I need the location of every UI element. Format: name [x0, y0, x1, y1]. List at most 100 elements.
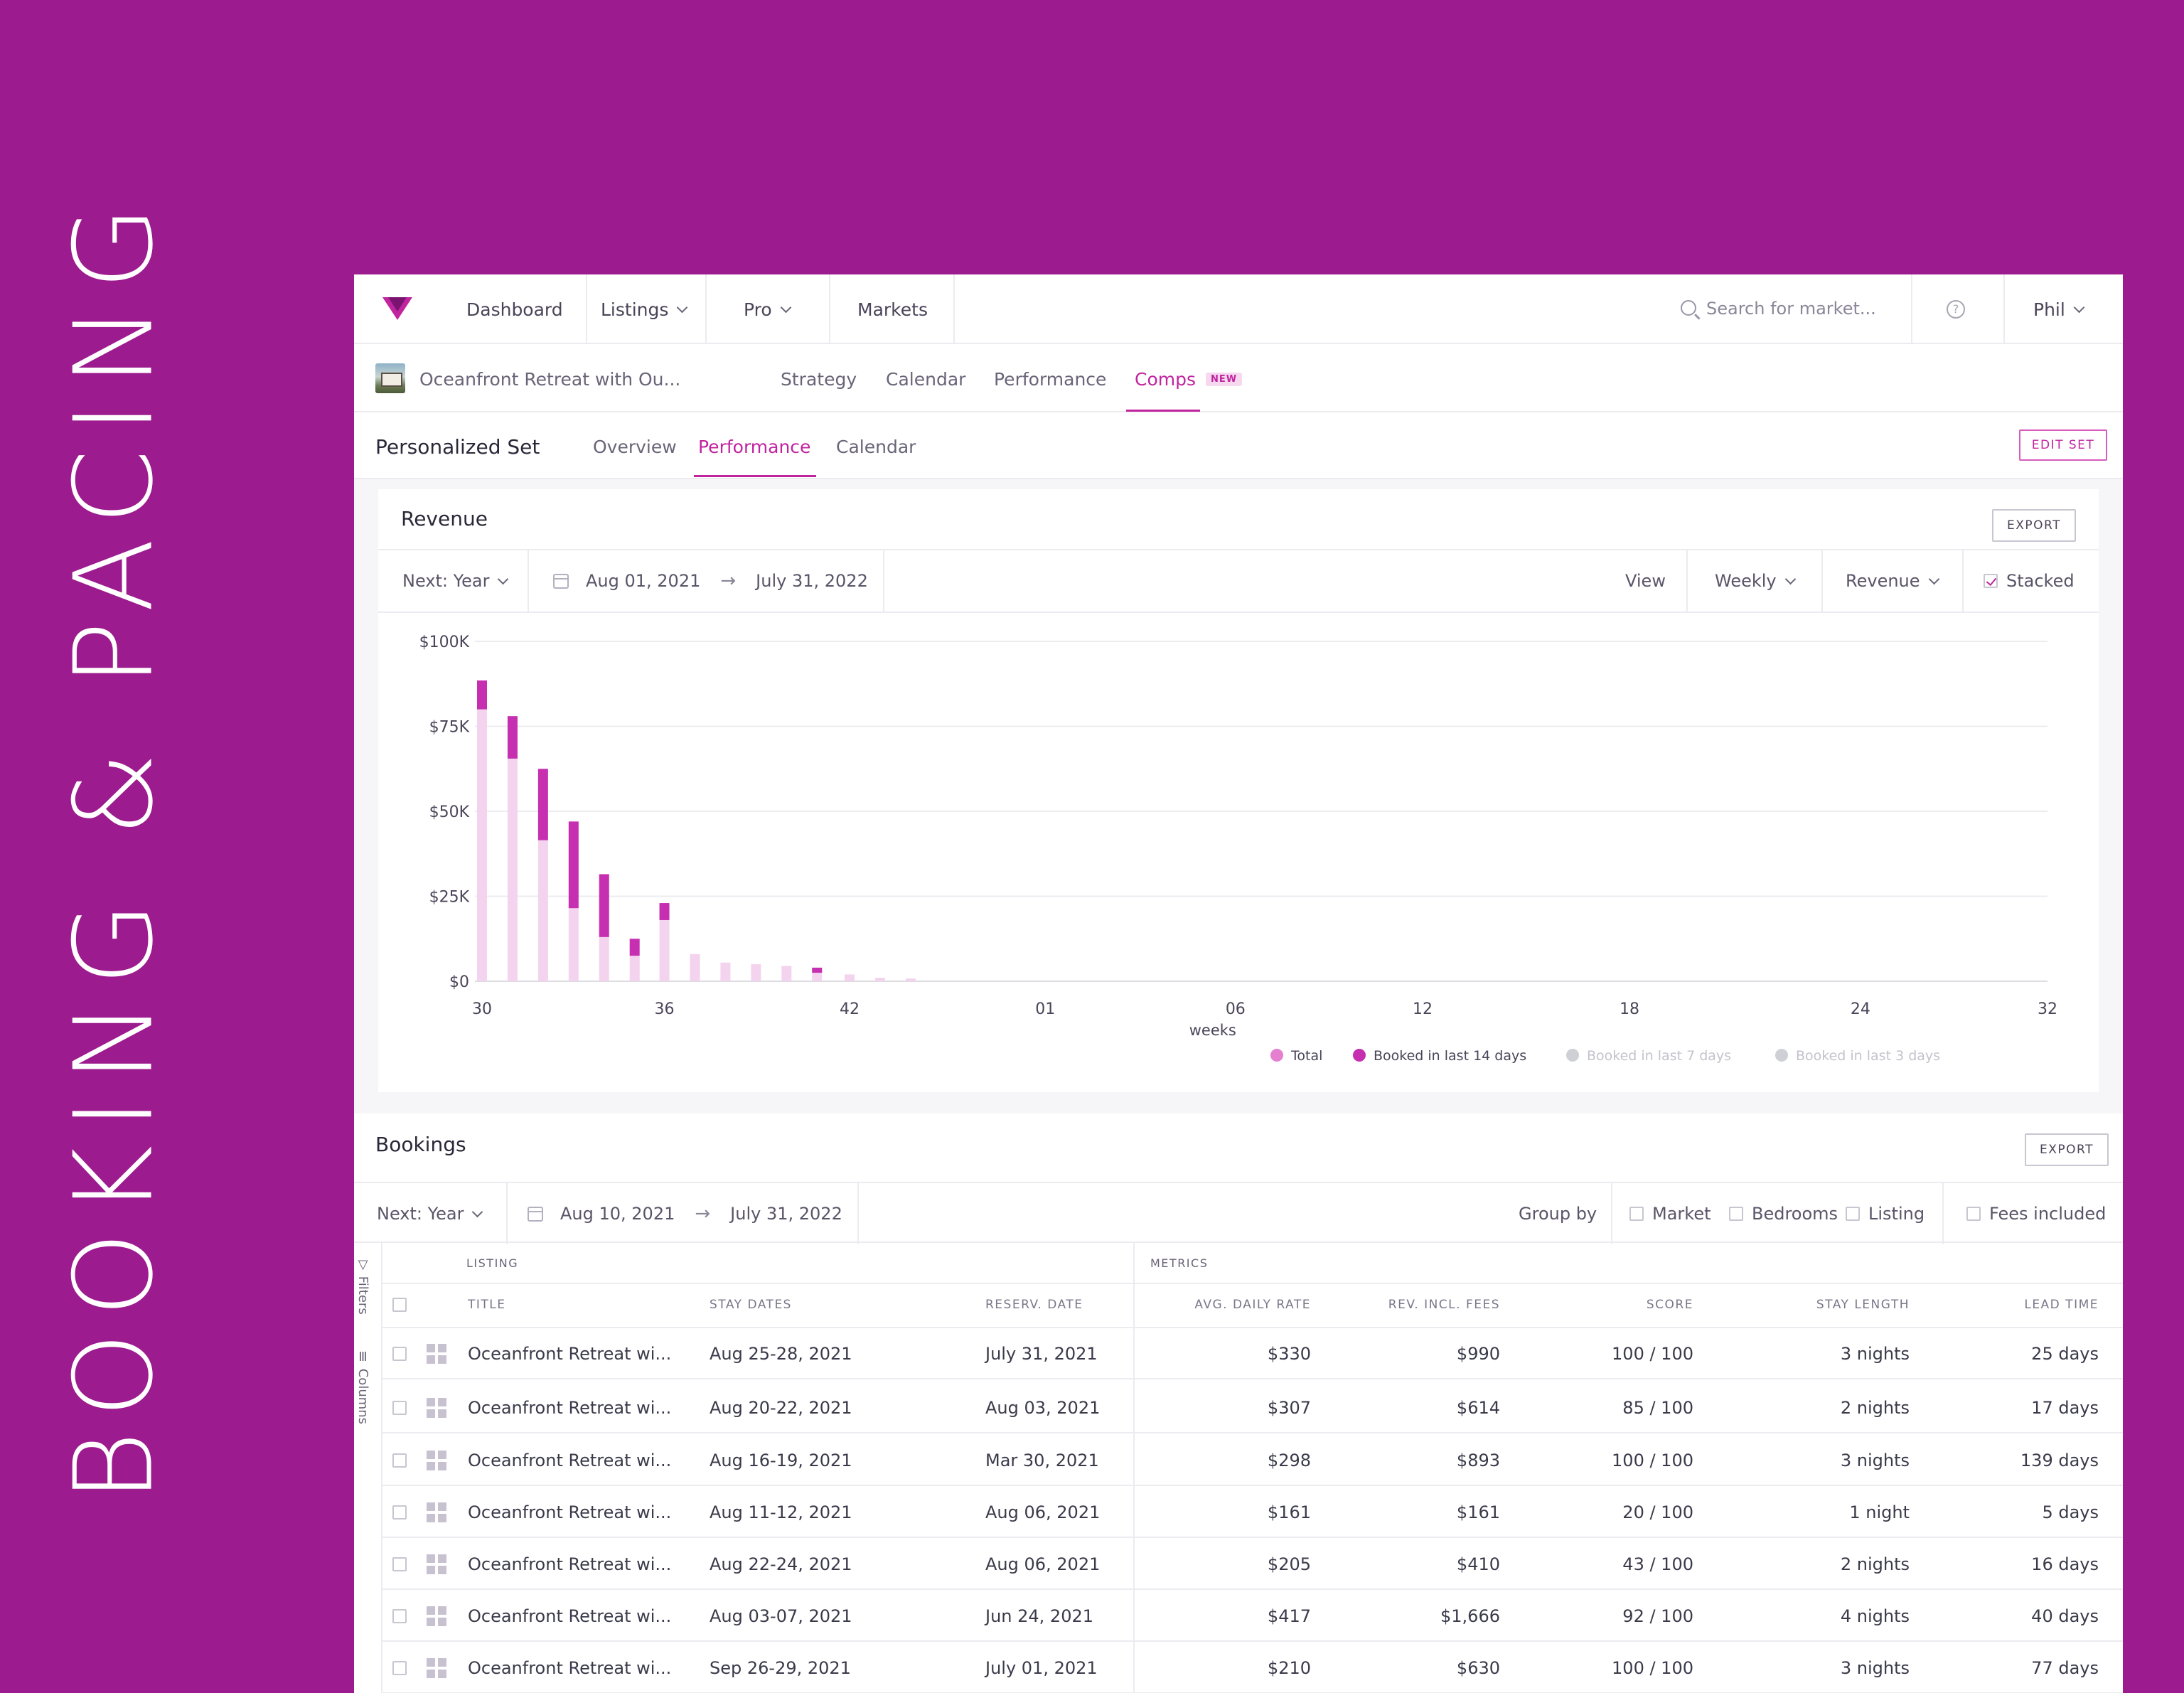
listing-name[interactable]: Oceanfront Retreat with Ou...	[419, 368, 681, 390]
bookings-date-range[interactable]: Aug 10, 2021 → July 31, 2022	[528, 1183, 842, 1244]
filters-toggle[interactable]: ▽ Filters	[355, 1257, 370, 1315]
nav-pro[interactable]: Pro	[744, 274, 791, 344]
col-lead-time[interactable]: LEAD TIME	[2024, 1298, 2099, 1312]
x-tick-label: 42	[840, 1000, 860, 1018]
col-reserv-date[interactable]: RESERV. DATE	[985, 1298, 1083, 1312]
row-checkbox[interactable]	[392, 1382, 415, 1433]
tab-strategy[interactable]: Strategy	[781, 368, 857, 390]
cell-lead: 17 days	[2031, 1398, 2099, 1418]
table-row[interactable]: Oceanfront Retreat wi... Aug 22-24, 2021 A…	[382, 1539, 2123, 1590]
cell-title[interactable]: Oceanfront Retreat wi...	[468, 1554, 672, 1574]
group-bedrooms-toggle[interactable]: Bedrooms	[1729, 1183, 1838, 1244]
search-icon	[1681, 300, 1696, 316]
bookings-period-dropdown[interactable]: Next: Year	[377, 1183, 483, 1244]
granularity-dropdown[interactable]: Weekly	[1715, 550, 1796, 611]
cell-score: 43 / 100	[1622, 1554, 1693, 1574]
col-title[interactable]: TITLE	[468, 1298, 506, 1312]
tab-calendar[interactable]: Calendar	[886, 368, 966, 390]
legend-label: Booked in last 14 days	[1374, 1048, 1526, 1064]
fees-checkbox[interactable]	[1966, 1207, 1981, 1221]
bar-booked-14-days	[537, 769, 548, 840]
col-rev-incl-fees[interactable]: REV. INCL. FEES	[1388, 1298, 1500, 1312]
table-row[interactable]: Oceanfront Retreat wi... Aug 25-28, 2021 J…	[382, 1328, 2123, 1379]
tab-set-calendar[interactable]: Calendar	[836, 436, 916, 457]
revenue-filter-bar: Next: Year Aug 01, 2021 → July 31, 2022 …	[378, 549, 2099, 613]
y-tick-label: $75K	[429, 719, 470, 737]
x-tick-label: 01	[1035, 1000, 1055, 1018]
table-row[interactable]: Oceanfront Retreat wi... Aug 16-19, 2021 M…	[382, 1435, 2123, 1486]
cell-title[interactable]: Oceanfront Retreat wi...	[468, 1451, 672, 1470]
group-market-toggle[interactable]: Market	[1629, 1183, 1711, 1244]
x-tick-label: 06	[1226, 1000, 1246, 1018]
row-checkbox[interactable]	[392, 1435, 415, 1486]
table-row[interactable]: Oceanfront Retreat wi... Aug 03-07, 2021 J…	[382, 1591, 2123, 1642]
metric-dropdown[interactable]: Revenue	[1846, 550, 1939, 611]
tab-comps[interactable]: Comps NEW	[1135, 346, 1243, 412]
table-side-rail: ▽ Filters Ⅲ Columns	[354, 1243, 382, 1693]
cell-reserv: July 01, 2021	[985, 1658, 1098, 1678]
revenue-title: Revenue	[401, 506, 488, 530]
help-icon[interactable]: ?	[1947, 300, 1965, 319]
cell-reserv: Aug 06, 2021	[985, 1554, 1101, 1574]
tab-set-performance[interactable]: Performance	[698, 436, 811, 457]
bookings-export-button[interactable]: EXPORT	[2025, 1133, 2109, 1166]
col-avg-daily-rate[interactable]: AVG. DAILY RATE	[1194, 1298, 1311, 1312]
select-all-checkbox[interactable]	[392, 1283, 415, 1327]
group-listing-toggle[interactable]: Listing	[1846, 1183, 1925, 1244]
row-checkbox[interactable]	[392, 1328, 415, 1379]
user-menu[interactable]: Phil	[2033, 274, 2085, 344]
legend-dot	[1270, 1049, 1283, 1062]
nav-listings[interactable]: Listings	[601, 274, 688, 344]
period-dropdown[interactable]: Next: Year	[402, 550, 509, 611]
logo-icon[interactable]	[382, 296, 412, 321]
cell-length: 3 nights	[1840, 1658, 1910, 1678]
bar-booked-14-days	[599, 874, 609, 937]
row-checkbox[interactable]	[392, 1539, 415, 1590]
y-tick-label: $50K	[429, 803, 470, 821]
revenue-export-button[interactable]: EXPORT	[1992, 509, 2076, 542]
stacked-checkbox[interactable]	[1984, 574, 1998, 588]
col-score[interactable]: SCORE	[1646, 1298, 1693, 1312]
fees-included-toggle[interactable]: Fees included	[1966, 1183, 2106, 1244]
cell-title[interactable]: Oceanfront Retreat wi...	[468, 1398, 672, 1418]
date-range[interactable]: Aug 01, 2021 → July 31, 2022	[553, 550, 868, 611]
bar-total	[720, 962, 731, 981]
table-row[interactable]: Oceanfront Retreat wi... Sep 26-29, 2021 J…	[382, 1643, 2123, 1693]
bar-booked-14-days	[568, 821, 579, 909]
col-stay-dates[interactable]: STAY DATES	[710, 1298, 792, 1312]
bedrooms-checkbox[interactable]	[1729, 1207, 1743, 1221]
tab-performance[interactable]: Performance	[994, 368, 1107, 390]
search-input[interactable]	[1706, 294, 1891, 323]
group-by-label: Group by	[1519, 1204, 1597, 1224]
bar-total	[751, 964, 761, 981]
cell-title[interactable]: Oceanfront Retreat wi...	[468, 1606, 672, 1626]
table-row[interactable]: Oceanfront Retreat wi... Aug 11-12, 2021 A…	[382, 1487, 2123, 1538]
nav-markets[interactable]: Markets	[857, 299, 928, 320]
listing-checkbox[interactable]	[1846, 1207, 1860, 1221]
stacked-toggle[interactable]: Stacked	[1984, 550, 2075, 611]
table-row[interactable]: Oceanfront Retreat wi... Aug 20-22, 2021 A…	[382, 1382, 2123, 1433]
tab-overview[interactable]: Overview	[593, 436, 677, 457]
cell-score: 92 / 100	[1622, 1606, 1693, 1626]
cell-length: 1 night	[1849, 1502, 1910, 1522]
cell-lead: 5 days	[2042, 1502, 2099, 1522]
bookings-filter-bar: Next: Year Aug 10, 2021 → July 31, 2022 …	[354, 1182, 2123, 1244]
bar-total	[629, 956, 640, 981]
bookings-title: Bookings	[375, 1132, 466, 1156]
cell-title[interactable]: Oceanfront Retreat wi...	[468, 1658, 672, 1678]
cell-title[interactable]: Oceanfront Retreat wi...	[468, 1502, 672, 1522]
bar-total	[477, 709, 487, 981]
market-checkbox[interactable]	[1629, 1207, 1644, 1221]
top-nav: Dashboard Listings Pro Markets ? Phil	[354, 274, 2123, 344]
cell-rev: $990	[1456, 1344, 1500, 1364]
nav-dashboard[interactable]: Dashboard	[466, 299, 563, 320]
cell-title[interactable]: Oceanfront Retreat wi...	[468, 1344, 672, 1364]
cell-adr: $330	[1267, 1344, 1311, 1364]
row-checkbox[interactable]	[392, 1487, 415, 1538]
row-checkbox[interactable]	[392, 1591, 415, 1642]
columns-toggle[interactable]: Ⅲ Columns	[355, 1350, 370, 1425]
col-stay-length[interactable]: STAY LENGTH	[1816, 1298, 1910, 1312]
cell-stay: Aug 03-07, 2021	[710, 1606, 852, 1626]
edit-set-button[interactable]: EDIT SET	[2019, 429, 2107, 461]
row-checkbox[interactable]	[392, 1643, 415, 1693]
